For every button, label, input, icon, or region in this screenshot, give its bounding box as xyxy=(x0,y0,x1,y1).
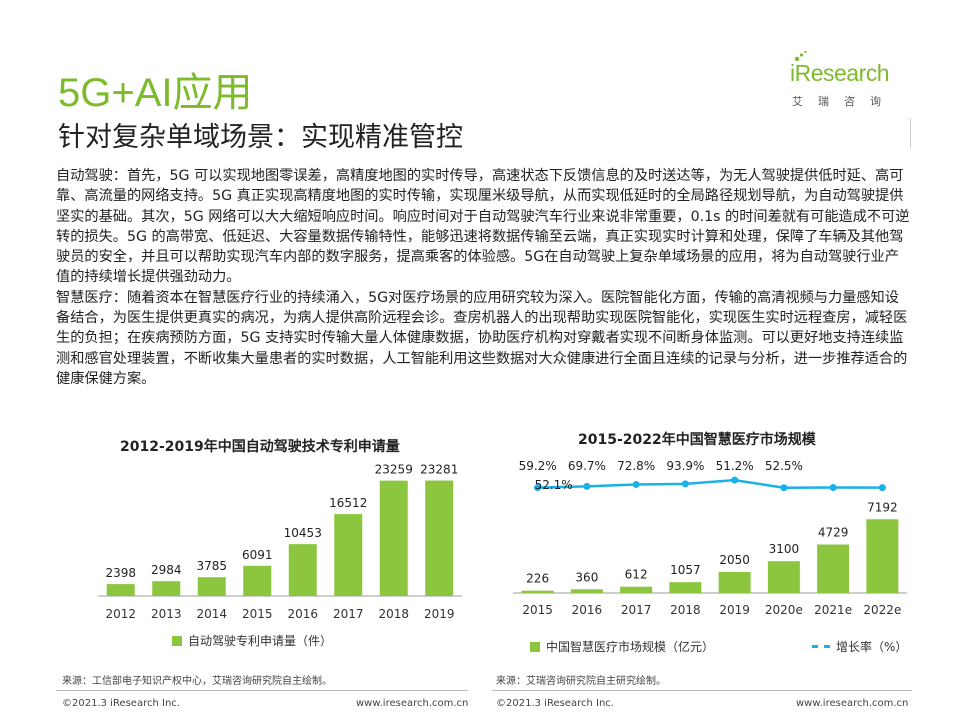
chart2-growth-point xyxy=(534,484,542,492)
chart2-legend-bar-swatch xyxy=(530,641,540,652)
logo-dots-icon xyxy=(794,50,807,62)
chart2-growth-point xyxy=(681,480,689,488)
chart1-data-label: 6091 xyxy=(242,548,273,562)
page-subtitle: 针对复杂单域场景：实现精准管控 xyxy=(58,122,463,153)
chart2-legend-line-swatch xyxy=(812,645,830,648)
chart2-growth-label: 59.2% xyxy=(519,459,557,473)
footer-rule-left xyxy=(56,690,468,691)
paragraph-smart-healthcare: 智慧医疗：随着资本在智慧医疗行业的持续涌入，5G对医疗场景的应用研究较为深入。医… xyxy=(56,289,908,387)
chart1-x-tick-label: 2016 xyxy=(287,607,318,621)
chart1-data-label: 10453 xyxy=(284,526,322,540)
chart1-bar xyxy=(379,480,408,596)
chart1-bar xyxy=(243,565,272,596)
chart2-bar xyxy=(817,544,850,593)
chart2-legend-line-label: 增长率（%） xyxy=(836,640,908,654)
footer-copyright-left: ©2021.3 iResearch Inc. xyxy=(62,698,180,709)
chart2-bar xyxy=(620,586,653,593)
chart2-growth-label: 52.1% xyxy=(535,478,573,492)
chart2-growth-label: 72.8% xyxy=(617,459,655,473)
chart2-x-tick-label: 2022e xyxy=(863,603,901,617)
chart2-data-label: 7192 xyxy=(867,500,898,514)
chart1-x-tick-label: 2019 xyxy=(424,607,455,621)
chart2-growth-label: 93.9% xyxy=(666,459,704,473)
chart2-x-tick-label: 2021e xyxy=(814,603,852,617)
footer-url-right[interactable]: www.iresearch.com.cn xyxy=(796,698,909,709)
page-title: 5G+AI应用 xyxy=(58,71,253,115)
chart2-bar xyxy=(570,589,603,593)
chart2-bar xyxy=(767,561,800,593)
footer-url-left[interactable]: www.iresearch.com.cn xyxy=(356,698,469,709)
chart2-growth-line xyxy=(537,478,883,490)
chart2-data-label: 2050 xyxy=(719,553,750,567)
chart2-growth-label: 52.5% xyxy=(765,459,803,473)
iresearch-logo: iResearch 艾瑞咨询 xyxy=(790,48,920,118)
chart2-x-tick-label: 2015 xyxy=(522,603,553,617)
chart2-growth-point xyxy=(731,476,739,484)
chart2-source: 来源：艾瑞咨询研究院自主研究绘制。 xyxy=(496,676,666,687)
chart2-legend-bars: 中国智慧医疗市场规模（亿元） xyxy=(530,638,714,655)
chart1-title: 2012-2019年中国自动驾驶技术专利申请量 xyxy=(120,439,400,455)
chart1-x-tick-label: 2015 xyxy=(242,607,273,621)
chart2-x-tick-label: 2016 xyxy=(572,603,603,617)
chart2-growth-point xyxy=(632,480,640,488)
chart1-data-label: 23259 xyxy=(375,463,413,477)
chart2-smart-healthcare-market: 226 2015 360 2016 612 2017 1057 2018 2050 2019 310… xyxy=(513,459,907,617)
chart2-x-tick-label: 2018 xyxy=(670,603,701,617)
chart1-x-tick-label: 2014 xyxy=(196,607,227,621)
body-text: 自动驾驶：首先，5G 可以实现地图零误差，高精度地图的实时传导，高速状态下反馈信… xyxy=(56,166,912,389)
chart2-data-label: 1057 xyxy=(670,563,701,577)
chart2-data-label: 612 xyxy=(625,568,648,582)
chart2-growth-point xyxy=(583,482,591,490)
chart1-source: 来源：工信部电子知识产权中心，艾瑞咨询研究院自主绘制。 xyxy=(62,676,332,687)
chart2-growth-point xyxy=(780,484,788,492)
chart1-bar xyxy=(288,544,317,596)
chart1-bar xyxy=(334,514,363,596)
footer-rule-right xyxy=(492,690,912,691)
chart2-bar xyxy=(718,571,751,593)
chart1-patent-applications: 2398 2012 2984 2013 3785 2014 6091 2015 10453 201… xyxy=(98,463,462,621)
chart1-bar xyxy=(152,581,181,596)
chart2-data-label: 4729 xyxy=(818,526,849,540)
logo-cn-text: 艾瑞咨询 xyxy=(792,95,896,108)
chart2-bar xyxy=(521,590,554,593)
chart1-x-tick-label: 2012 xyxy=(105,607,136,621)
chart2-bar xyxy=(669,582,702,593)
chart1-data-label: 23281 xyxy=(420,463,458,477)
chart1-x-tick-label: 2017 xyxy=(333,607,364,621)
chart2-title: 2015-2022年中国智慧医疗市场规模 xyxy=(578,432,816,448)
chart1-data-label: 2398 xyxy=(105,566,136,580)
chart2-x-tick-label: 2019 xyxy=(719,603,750,617)
chart1-bar xyxy=(197,577,226,596)
chart1-bar xyxy=(425,480,454,596)
chart2-data-label: 3100 xyxy=(769,542,800,556)
chart1-legend: 自动驾驶专利申请量（件） xyxy=(172,632,332,649)
chart2-growth-point xyxy=(829,484,837,492)
chart2-growth-label: 51.2% xyxy=(716,459,754,473)
chart2-growth-label: 69.7% xyxy=(568,459,606,473)
chart1-bar xyxy=(106,584,135,596)
chart1-data-label: 16512 xyxy=(329,496,367,510)
chart2-legend-bar-label: 中国智慧医疗市场规模（亿元） xyxy=(546,640,715,654)
footer-copyright-right: ©2021.3 iResearch Inc. xyxy=(496,698,614,709)
header-divider xyxy=(910,118,911,148)
chart2-x-tick-label: 2017 xyxy=(621,603,652,617)
chart2-legend-line: 增长率（%） xyxy=(812,638,907,655)
paragraph-autonomous-driving: 自动驾驶：首先，5G 可以实现地图零误差，高精度地图的实时传导，高速状态下反馈信… xyxy=(56,168,910,286)
chart2-data-label: 360 xyxy=(575,570,598,584)
chart1-legend-label: 自动驾驶专利申请量（件） xyxy=(188,634,333,648)
chart1-x-tick-label: 2013 xyxy=(151,607,182,621)
chart1-legend-swatch xyxy=(172,635,182,646)
chart1-data-label: 3785 xyxy=(196,559,227,573)
chart2-x-tick-label: 2020e xyxy=(765,603,803,617)
chart2-data-label: 226 xyxy=(526,572,549,586)
chart2-growth-point xyxy=(878,484,886,492)
chart1-data-label: 2984 xyxy=(151,563,182,577)
chart1-x-tick-label: 2018 xyxy=(378,607,409,621)
logo-wordmark: iResearch xyxy=(790,60,890,86)
chart2-bar xyxy=(866,519,899,593)
